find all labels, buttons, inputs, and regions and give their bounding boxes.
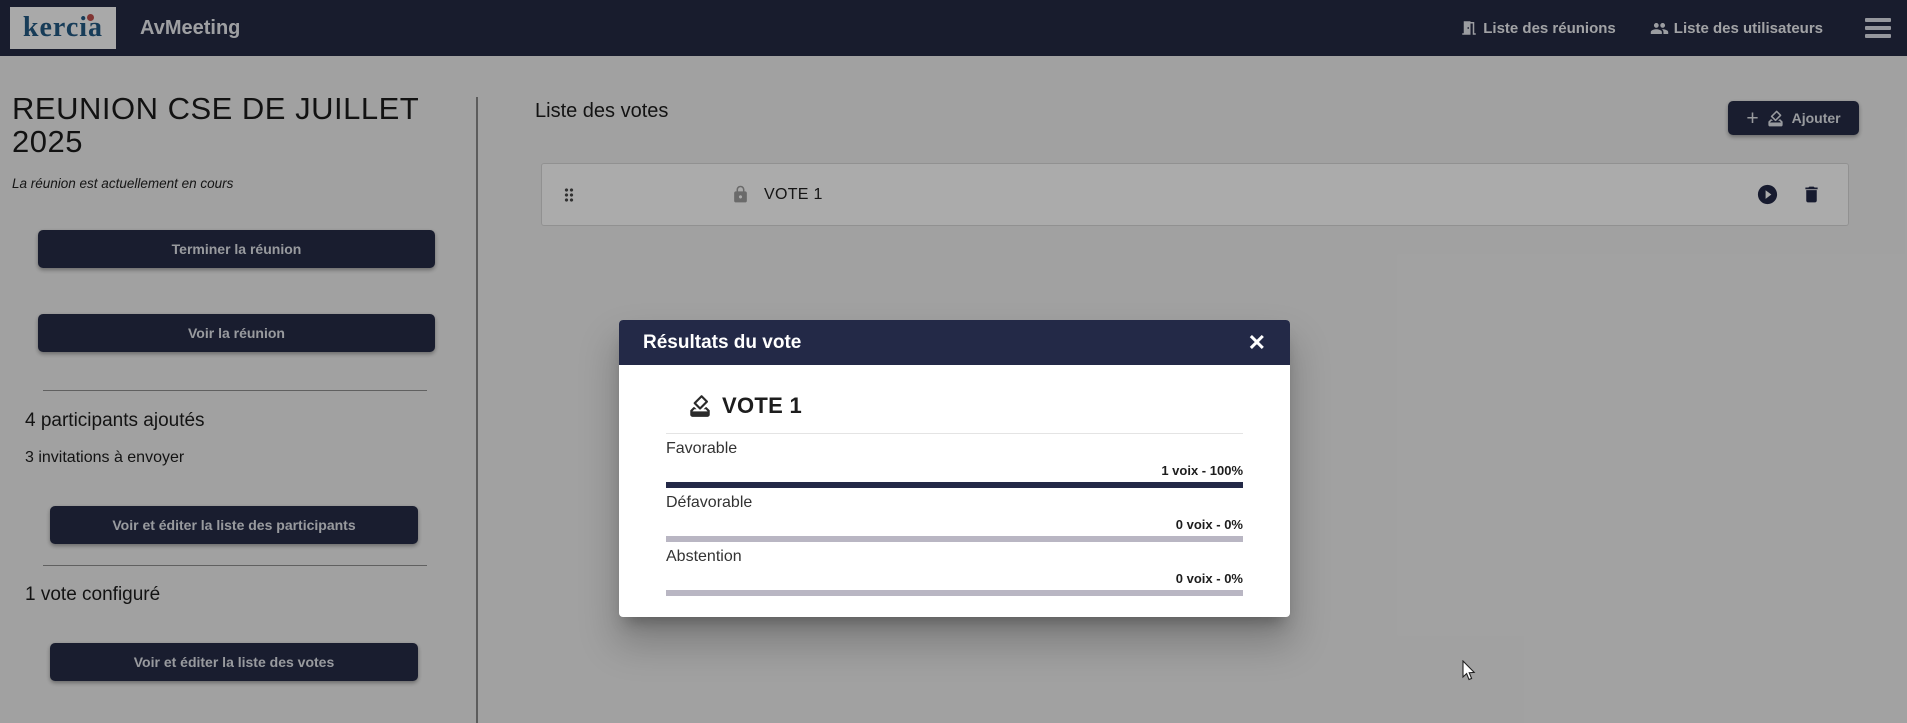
sidebar-divider [43,565,427,566]
play-vote-button[interactable] [1756,183,1779,206]
sidebar-main-divider [476,97,478,723]
result-value: 0 voix - 0% [1175,571,1243,586]
ajouter-label: Ajouter [1791,110,1841,126]
plus-icon: + [1746,106,1759,130]
result-row-defavorable: Défavorable 0 voix - 0% [666,488,1243,542]
lock-icon [731,185,750,204]
nav-link-label: Liste des utilisateurs [1673,19,1823,37]
modal-vote-name: VOTE 1 [722,393,803,418]
result-progress-track [666,536,1243,542]
drag-indicator-icon[interactable] [559,185,579,205]
modal-title: Résultats du vote [643,331,802,353]
vote-results-modal: Résultats du vote ✕ VOTE 1 Favorable 1 v… [619,320,1290,617]
modal-vote-title: VOTE 1 [687,393,1290,419]
ajouter-vote-button[interactable]: + Ajouter [1728,101,1859,135]
delete-vote-button[interactable] [1801,184,1822,205]
meeting-title: REUNION CSE DE JUILLET 2025 [12,91,419,159]
result-row-favorable: Favorable 1 voix - 100% [666,434,1243,488]
result-row-abstention: Abstention 0 voix - 0% [666,542,1243,596]
votes-list-title: Liste des votes [535,100,669,122]
result-label: Défavorable [666,494,753,511]
voir-reunion-button[interactable]: Voir la réunion [38,314,435,352]
modal-header: Résultats du vote ✕ [619,320,1290,365]
result-label: Favorable [666,440,738,457]
ballot-box-icon [687,393,713,419]
result-progress-track [666,590,1243,596]
play-circle-icon [1757,184,1778,205]
edit-votes-button[interactable]: Voir et éditer la liste des votes [50,643,418,681]
nav-liste-des-reunions[interactable]: Liste des réunions [1460,19,1616,37]
participants-count-text: 4 participants ajoutés [25,410,205,431]
close-icon[interactable]: ✕ [1247,329,1266,355]
navbar-links: Liste des réunions Liste des utilisateur… [1460,18,1891,38]
ballot-box-icon [1766,109,1785,128]
kercia-logo[interactable]: kercia [10,7,116,49]
logo-red-dot-icon [87,14,94,21]
menu-hamburger-icon[interactable] [1865,18,1891,38]
top-navbar: kercia AvMeeting Liste des réunions List… [0,0,1907,56]
trash-icon [1805,186,1818,203]
vote-row[interactable]: VOTE 1 [541,163,1849,226]
result-value: 0 voix - 0% [1175,517,1243,532]
app-title: AvMeeting [140,16,241,39]
sidebar-divider [43,390,427,391]
invitations-count-text: 3 invitations à envoyer [25,449,185,466]
meeting-status-text: La réunion est actuellement en cours [12,176,234,191]
terminer-reunion-button[interactable]: Terminer la réunion [38,230,435,268]
vote-results-list: Favorable 1 voix - 100% Défavorable 0 vo… [666,433,1243,596]
edit-participants-button[interactable]: Voir et éditer la liste des participants [50,506,418,544]
nav-link-label: Liste des réunions [1483,19,1616,37]
people-icon [1650,19,1669,38]
meeting-room-door-icon [1460,19,1478,37]
result-value: 1 voix - 100% [1161,463,1243,478]
meeting-sidebar: REUNION CSE DE JUILLET 2025 La réunion e… [0,56,476,723]
result-label: Abstention [666,548,742,565]
vote-name: VOTE 1 [764,185,823,203]
result-progress-track [666,482,1243,488]
votes-count-text: 1 vote configuré [25,584,161,605]
result-progress-fill [666,482,1243,488]
mouse-cursor [1462,660,1476,681]
nav-liste-des-utilisateurs[interactable]: Liste des utilisateurs [1650,19,1823,38]
